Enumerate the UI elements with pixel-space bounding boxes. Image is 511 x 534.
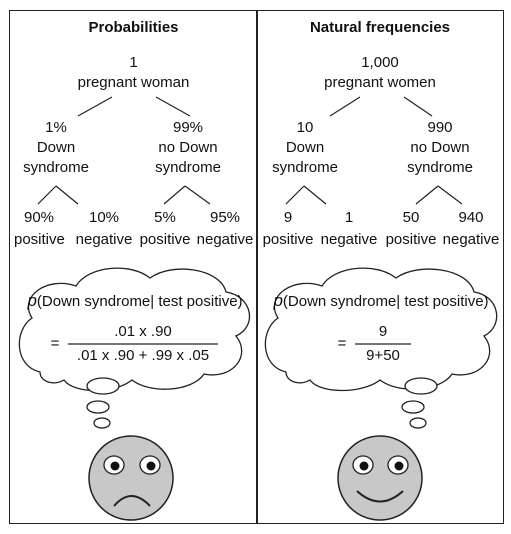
left-branch-nodown-label2: syndrome — [155, 159, 221, 176]
left-branch-nodown-value: 99% — [172, 119, 204, 136]
left-branch-down-label2: syndrome — [23, 159, 89, 176]
happy-face-icon — [337, 435, 423, 521]
right-branch-nodown-value: 990 — [427, 119, 453, 136]
right-root-count: 1,000 — [361, 54, 399, 71]
left-leaf-value: 10% — [88, 209, 120, 226]
right-denominator: 9+50 — [366, 347, 400, 364]
tree-edge — [155, 96, 191, 117]
tree-edge — [37, 185, 57, 205]
thought-bubble — [401, 400, 425, 414]
tree-edge — [163, 185, 186, 205]
left-root-label: pregnant woman — [77, 74, 190, 91]
right-p-symbol: p — [273, 291, 283, 310]
left-p-symbol: p — [27, 291, 37, 310]
left-branch-nodown-label1: no Down — [158, 139, 218, 156]
left-leaf-label: negative — [196, 231, 254, 248]
tree-edge — [437, 185, 463, 205]
probabilities-panel — [9, 10, 258, 524]
left-leaf-label: negative — [75, 231, 133, 248]
thought-bubble — [404, 377, 438, 395]
tree-edge — [403, 96, 433, 117]
right-leaf-value: 1 — [344, 209, 354, 226]
left-leaf-label: positive — [14, 231, 65, 248]
thought-bubble — [93, 417, 111, 429]
right-panel-title: Natural frequencies — [309, 19, 451, 36]
tree-edge — [184, 185, 211, 205]
left-denominator: .01 x .90 + .99 x .05 — [76, 347, 210, 364]
right-branch-down-label1: Down — [285, 139, 325, 156]
left-leaf-value: 95% — [209, 209, 241, 226]
right-leaf-label: positive — [262, 231, 314, 248]
right-numerator: 9 — [378, 323, 388, 340]
right-root-label: pregnant women — [324, 74, 436, 91]
right-cloud-question: p(Down syndrome| test positive) — [266, 291, 496, 312]
right-branch-down-label2: syndrome — [272, 159, 338, 176]
tree-edge — [77, 96, 113, 117]
right-leaf-label: positive — [385, 231, 437, 248]
left-root-count: 1 — [129, 54, 138, 71]
tree-edge — [285, 185, 305, 205]
tree-edge — [55, 185, 79, 205]
left-branch-down-label1: Down — [36, 139, 76, 156]
left-equals: = — [50, 335, 60, 352]
right-branch-nodown-label1: no Down — [410, 139, 470, 156]
thought-bubble — [409, 417, 427, 429]
thought-cloud-left — [18, 267, 251, 429]
left-leaf-label: positive — [139, 231, 191, 248]
right-leaf-label: negative — [442, 231, 500, 248]
tree-edge — [415, 185, 439, 205]
left-branch-down-value: 1% — [45, 119, 67, 136]
right-leaf-label: negative — [320, 231, 378, 248]
right-equals: = — [337, 335, 347, 352]
natural-frequencies-panel — [256, 10, 504, 524]
left-leaf-value: 5% — [154, 209, 176, 226]
left-numerator: .01 x .90 — [114, 323, 172, 340]
right-condition: (Down syndrome| test positive) — [282, 293, 489, 310]
left-condition: (Down syndrome| test positive) — [36, 293, 243, 310]
tree-edge — [303, 185, 327, 205]
thought-bubble — [86, 400, 110, 414]
left-cloud-question: p(Down syndrome| test positive) — [20, 291, 250, 312]
right-leaf-value: 9 — [283, 209, 293, 226]
right-branch-down-value: 10 — [296, 119, 314, 136]
right-branch-nodown-label2: syndrome — [407, 159, 473, 176]
thought-bubble — [86, 377, 120, 395]
sad-face-icon — [88, 435, 174, 521]
tree-edge — [329, 96, 361, 117]
right-leaf-value: 50 — [402, 209, 420, 226]
left-leaf-value: 90% — [23, 209, 55, 226]
right-leaf-value: 940 — [458, 209, 484, 226]
left-panel-title: Probabilities — [88, 19, 179, 36]
thought-cloud-right — [264, 267, 498, 429]
